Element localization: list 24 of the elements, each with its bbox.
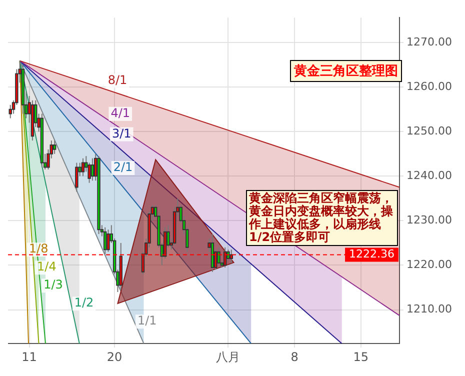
y-tick-label: 1240.00 [406,169,452,182]
series-label: 2/1 [113,160,133,174]
y-tick-label: 1260.00 [406,80,452,93]
annotation: 黄金深陷三角区窄幅震荡，黄金日内变盘概率较大，操作上建议低多，以扇形线1/2位置多即可 [246,190,398,246]
series-label: 4/1 [110,106,130,120]
y-tick-label: 1270.00 [406,35,452,48]
x-tick-label: 15 [353,350,368,364]
series-label: 1/8 [28,242,48,256]
y-tick-label: 1250.00 [406,124,452,138]
series-label: 1/1 [137,314,157,328]
x-tick-label: 八月 [216,350,240,364]
x-tick-label: 8 [290,350,298,364]
x-tick-label: 20 [106,350,122,364]
y-tick-label: 1230.00 [406,214,452,227]
series-label: 3/1 [112,126,132,140]
y-tick-label: 1220.00 [406,258,452,272]
text: 黄金三角区整理图 [290,60,402,82]
series-label: 1/3 [44,278,63,292]
ref-line-label: 1222.36 [349,248,395,261]
y-tick-label: 1210.00 [406,302,452,316]
series-label: 8/1 [108,72,128,87]
series-label: 1/2 [74,296,94,310]
series-label: 1/4 [37,260,56,274]
x-tick-label: 11 [22,350,37,364]
